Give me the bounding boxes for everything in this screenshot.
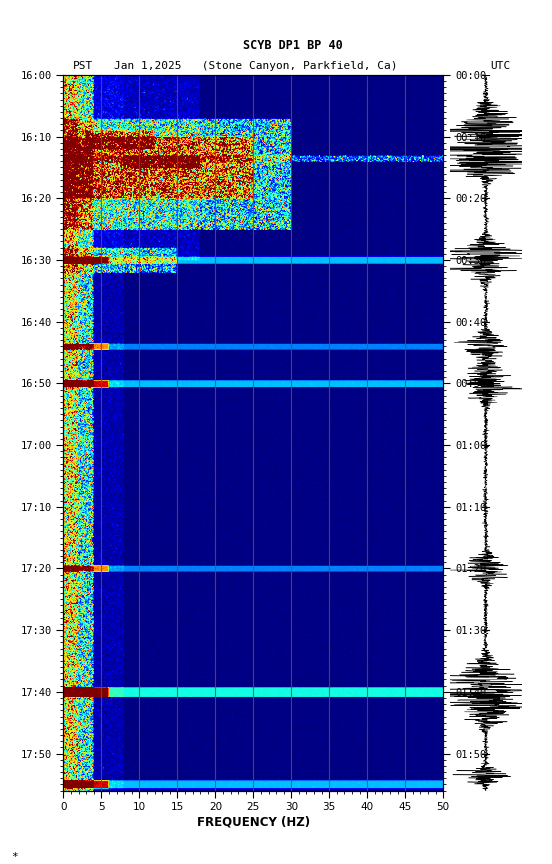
Text: *: * <box>11 852 18 861</box>
Text: Jan 1,2025   (Stone Canyon, Parkfield, Ca): Jan 1,2025 (Stone Canyon, Parkfield, Ca) <box>114 61 397 71</box>
X-axis label: FREQUENCY (HZ): FREQUENCY (HZ) <box>197 815 310 828</box>
Text: SCYB DP1 BP 40: SCYB DP1 BP 40 <box>243 39 342 52</box>
Text: UTC: UTC <box>490 61 510 71</box>
Text: PST: PST <box>73 61 93 71</box>
